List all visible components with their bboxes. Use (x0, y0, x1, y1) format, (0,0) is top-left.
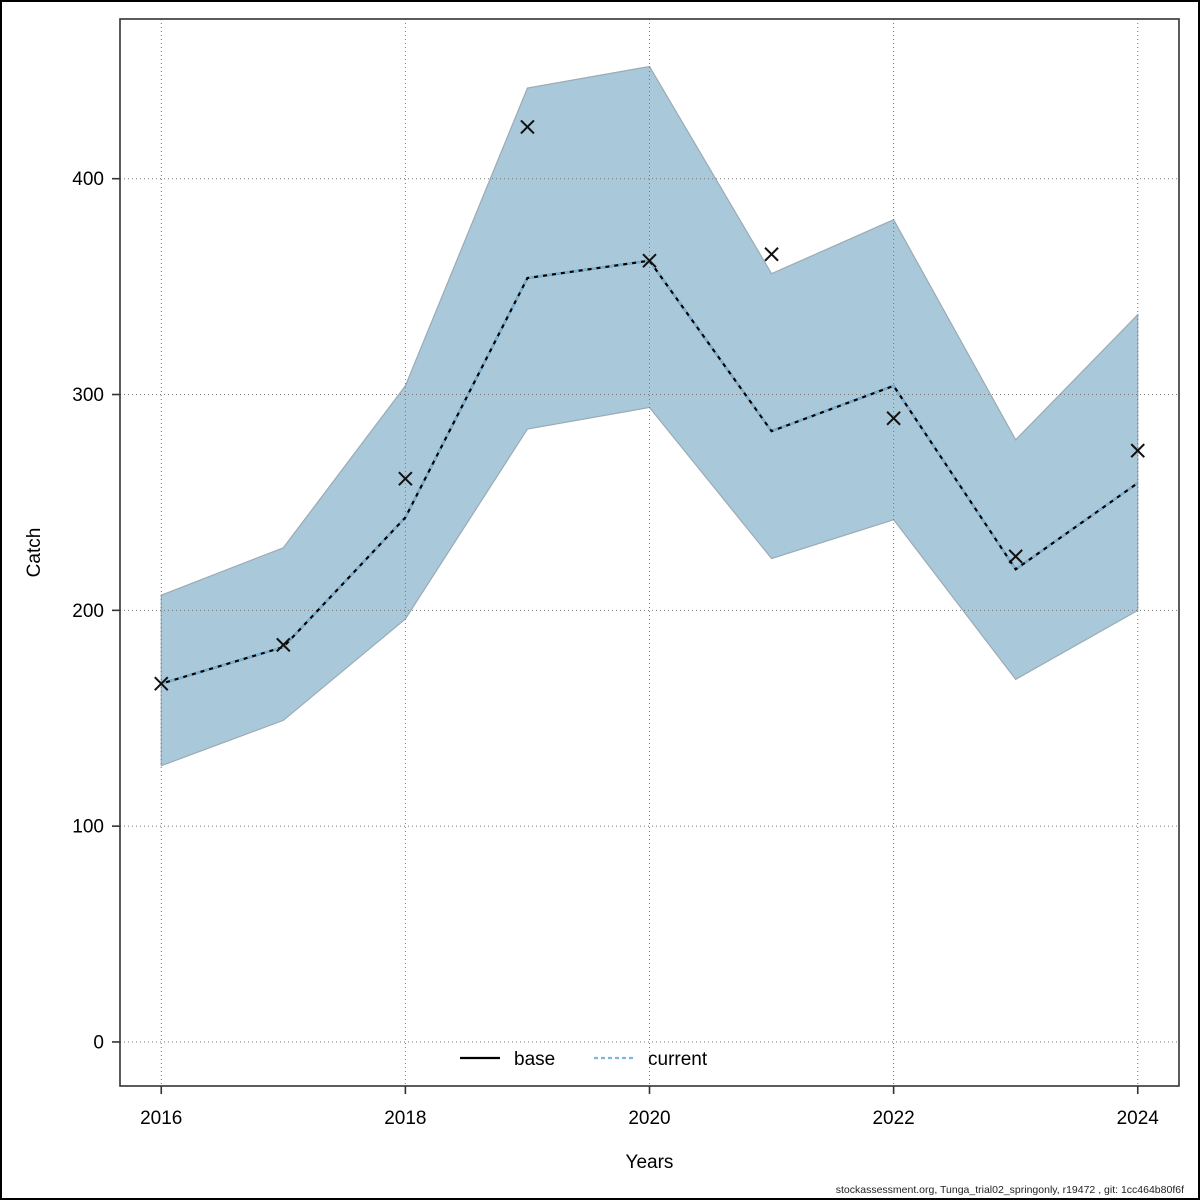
y-tick-label-100: 100 (72, 817, 104, 838)
obs-marker-2019 (520, 119, 535, 135)
footer-note: stockassessment.org, Tunga_trial02_sprin… (835, 1184, 1184, 1196)
x-marker-stroke (520, 119, 535, 135)
y-axis-title: Catch (24, 528, 45, 578)
obs-marker-2021 (764, 247, 779, 262)
x-marker-stroke (154, 676, 169, 691)
x-marker-stroke (1008, 549, 1023, 564)
x-tick-label-2018: 2018 (384, 1108, 426, 1129)
x-tick-label-2016: 2016 (140, 1108, 182, 1129)
obs-marker-2016 (154, 676, 169, 691)
x-marker-stroke (642, 253, 657, 268)
obs-marker-2024 (1130, 443, 1145, 458)
obs-marker-2020 (642, 253, 657, 268)
y-tick-label-200: 200 (72, 601, 104, 622)
x-marker-stroke (398, 471, 413, 486)
x-marker-stroke (276, 637, 291, 653)
x-tick-label-2020: 2020 (628, 1108, 670, 1129)
x-marker-stroke (764, 247, 779, 262)
x-marker-stroke (886, 411, 901, 426)
legend-current-label: current (648, 1049, 708, 1070)
confidence-band (160, 65, 1139, 767)
obs-marker-2022 (886, 411, 901, 426)
obs-marker-2018 (398, 471, 413, 486)
y-tick-label-0: 0 (93, 1032, 104, 1053)
legend-base-label: base (514, 1049, 555, 1070)
obs-marker-2023 (1008, 549, 1023, 564)
x-marker-stroke (1130, 443, 1145, 458)
x-tick-label-2022: 2022 (872, 1108, 914, 1129)
x-axis-title: Years (626, 1152, 674, 1173)
obs-marker-2017 (276, 637, 291, 653)
y-tick-label-400: 400 (72, 169, 104, 190)
x-tick-label-2024: 2024 (1117, 1108, 1160, 1129)
y-tick-label-300: 300 (72, 385, 104, 406)
